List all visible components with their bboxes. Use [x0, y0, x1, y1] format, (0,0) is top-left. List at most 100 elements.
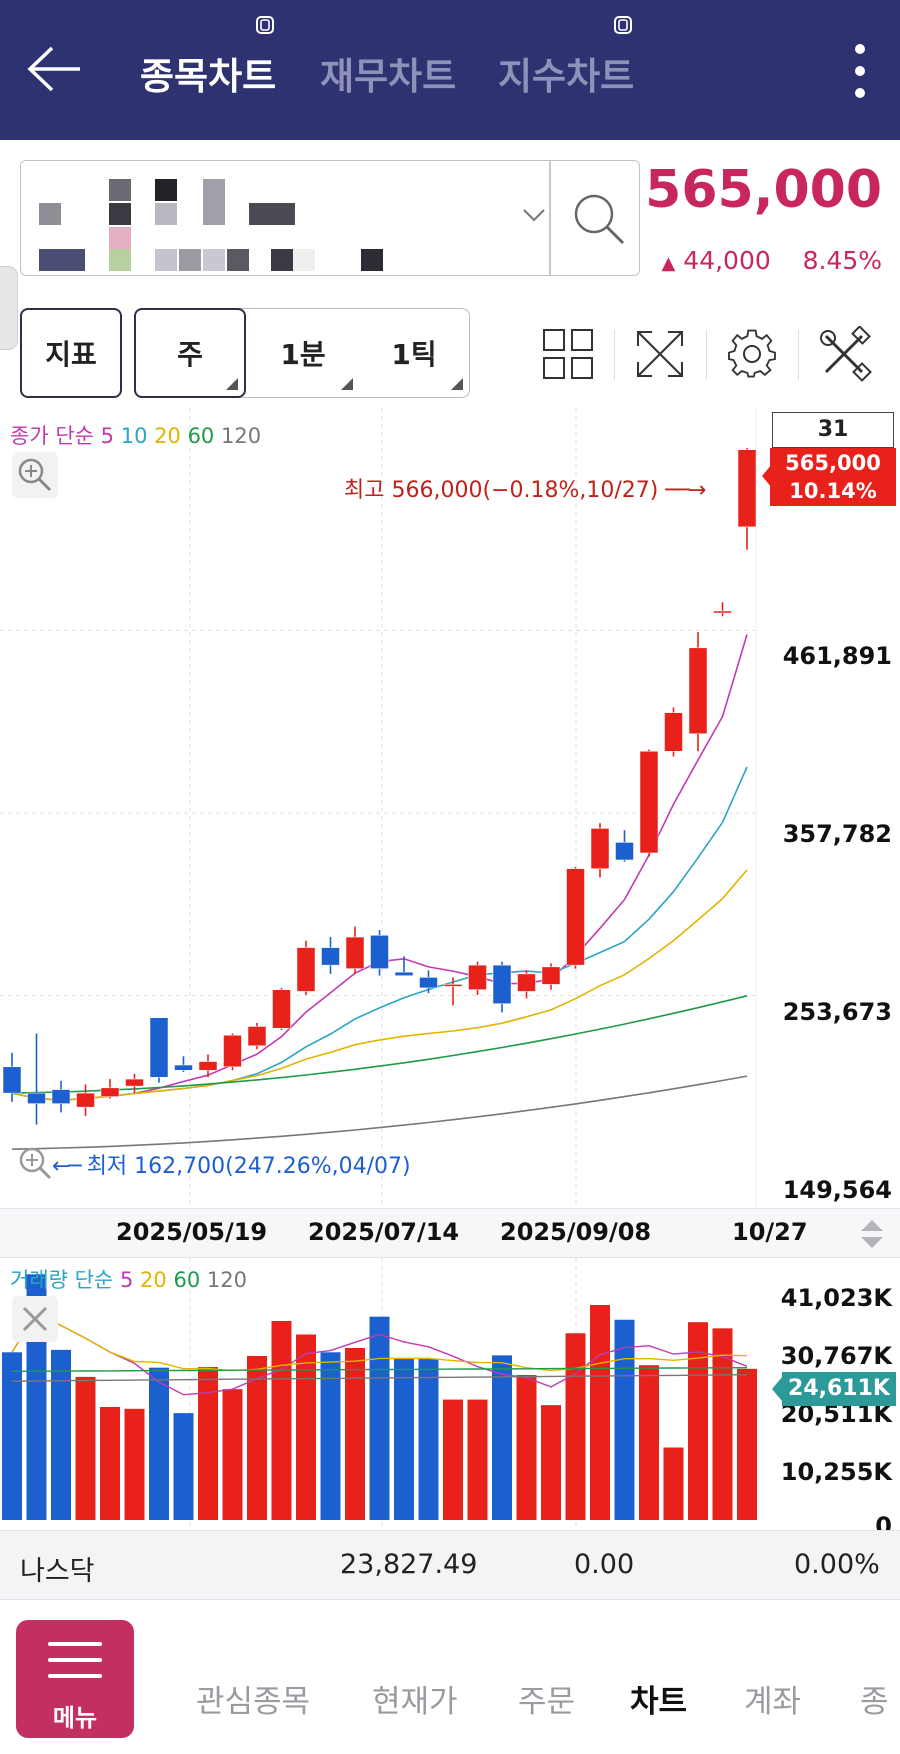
volume-bar: [345, 1347, 365, 1520]
y-tick-label: 149,564: [782, 1176, 892, 1204]
close-pane-icon[interactable]: [12, 1296, 58, 1342]
candle-body: [2, 1066, 22, 1094]
volume-bar: [51, 1349, 71, 1520]
vol-y-tick-label: 41,023K: [780, 1284, 892, 1312]
legend-vma60: 60: [173, 1268, 201, 1292]
period-1tick[interactable]: 1틱: [359, 309, 469, 396]
candle-body: [517, 973, 536, 992]
x-tick-label: 2025/05/19: [116, 1218, 268, 1246]
stock-search-box[interactable]: [20, 160, 640, 276]
volume-bar: [198, 1367, 218, 1520]
candle-body: [566, 868, 585, 966]
candle-body: [100, 1087, 120, 1097]
volume-bar: [100, 1406, 120, 1520]
volume-bar: [271, 1320, 292, 1520]
zoom-in-icon[interactable]: [12, 452, 58, 498]
more-vertical-icon[interactable]: [855, 44, 867, 100]
legend-ma5: 5: [100, 424, 115, 448]
app-header: 종목차트 재무차트 지수차트: [0, 0, 900, 140]
zoom-out-icon[interactable]: [14, 1142, 54, 1182]
nav-order[interactable]: 주문: [518, 1684, 576, 1720]
ma60-line: [11, 995, 748, 1094]
candle-body: [419, 977, 438, 989]
side-drawer-handle[interactable]: [0, 266, 18, 350]
candle-count-box: 31: [772, 412, 894, 448]
volume-bar: [75, 1376, 96, 1520]
period-week[interactable]: 주: [134, 308, 246, 398]
expand-icon[interactable]: [632, 326, 688, 382]
y-tick-label: 357,782: [782, 820, 892, 848]
candle-body: [394, 971, 414, 976]
market-name: 나스닥: [20, 1556, 95, 1587]
nav-current-price[interactable]: 현재가: [372, 1684, 458, 1720]
period-1min[interactable]: 1분: [247, 309, 359, 396]
tab-index-chart[interactable]: 지수차트: [498, 16, 634, 100]
menu-button[interactable]: 메뉴: [16, 1620, 134, 1738]
volume-bar: [663, 1447, 684, 1520]
nav-chart[interactable]: 차트: [630, 1684, 688, 1720]
candle-body: [223, 1034, 242, 1068]
vol-y-tick-label: 30,767K: [780, 1342, 892, 1370]
ma5-line: [11, 634, 748, 1101]
candle-body: [688, 647, 708, 734]
search-icon[interactable]: [569, 189, 629, 249]
market-change: 0.00: [574, 1549, 635, 1580]
sort-arrows-icon[interactable]: [856, 1214, 888, 1254]
chevron-down-icon[interactable]: [521, 201, 547, 227]
toolbar-divider: [706, 330, 707, 380]
price-tag-pointer: [762, 464, 772, 488]
tools-icon[interactable]: [816, 326, 872, 382]
indicator-button[interactable]: 지표: [20, 308, 122, 398]
candle-body: [615, 842, 634, 861]
candle-body: [51, 1089, 71, 1104]
candle-body: [345, 936, 365, 969]
volume-bar: [467, 1399, 488, 1520]
volume-bar: [614, 1319, 635, 1520]
legend-ma60: 60: [187, 424, 215, 448]
legend-vma20: 20: [140, 1268, 167, 1292]
candle-body: [492, 964, 512, 1004]
legend-ma10: 10: [120, 424, 148, 448]
up-arrow-icon: ▲: [661, 253, 676, 274]
toolbar-divider: [798, 330, 799, 380]
candle-body: [272, 989, 291, 1029]
search-divider: [549, 161, 551, 275]
vma20-line: [11, 1312, 748, 1372]
period-selector: 주 1분 1틱: [134, 308, 470, 398]
legend-vma120: 120: [206, 1268, 247, 1292]
candle-body: [174, 1064, 193, 1071]
candle-body: [149, 1017, 169, 1078]
candle-body: [296, 947, 316, 992]
chart-toolbar: 지표 주 1분 1틱: [0, 300, 900, 410]
market-ticker-row[interactable]: 나스닥 23,827.49 0.00 0.00%: [0, 1530, 900, 1600]
vol-y-tick-label: 10,255K: [780, 1458, 892, 1486]
legend-ma120: 120: [220, 424, 262, 448]
volume-bar: [737, 1368, 757, 1520]
nav-more-item[interactable]: 종: [860, 1684, 889, 1720]
nav-account[interactable]: 계좌: [744, 1684, 802, 1720]
volume-bar: [247, 1355, 267, 1520]
market-change-pct: 0.00%: [794, 1549, 880, 1580]
low-annotation: ←─ 최저 162,700(247.26%,04/07): [52, 1154, 411, 1179]
copy-badge-icon: [256, 16, 274, 34]
volume-bar: [590, 1304, 610, 1520]
volume-current-tag: 24,611K: [782, 1372, 896, 1406]
volume-bar: [688, 1322, 708, 1520]
price-change: ▲ 44,000 8.45%: [661, 246, 883, 275]
volume-bar: [369, 1316, 390, 1520]
volume-bar: [492, 1355, 512, 1520]
nav-watchlist[interactable]: 관심종목: [196, 1684, 311, 1720]
arrow-left-icon[interactable]: [24, 44, 84, 94]
grid-layout-icon[interactable]: [540, 326, 596, 382]
high-annotation: 최고 566,000(−0.18%,10/27) ──→: [344, 478, 706, 503]
volume-bar: [639, 1365, 659, 1520]
price-legend[interactable]: 종가 단순 5 10 20 60 120: [10, 424, 262, 448]
volume-bar: [565, 1333, 586, 1520]
gear-icon[interactable]: [724, 326, 780, 382]
tab-financial-chart[interactable]: 재무차트: [320, 55, 457, 98]
volume-bar: [124, 1408, 145, 1520]
toolbar-divider: [614, 330, 615, 380]
volume-legend[interactable]: 거래량 단순 5 20 60 120: [10, 1268, 247, 1292]
current-price-tag: 565,000 10.14%: [770, 448, 896, 506]
tab-stock-chart[interactable]: 종목차트: [140, 16, 276, 100]
